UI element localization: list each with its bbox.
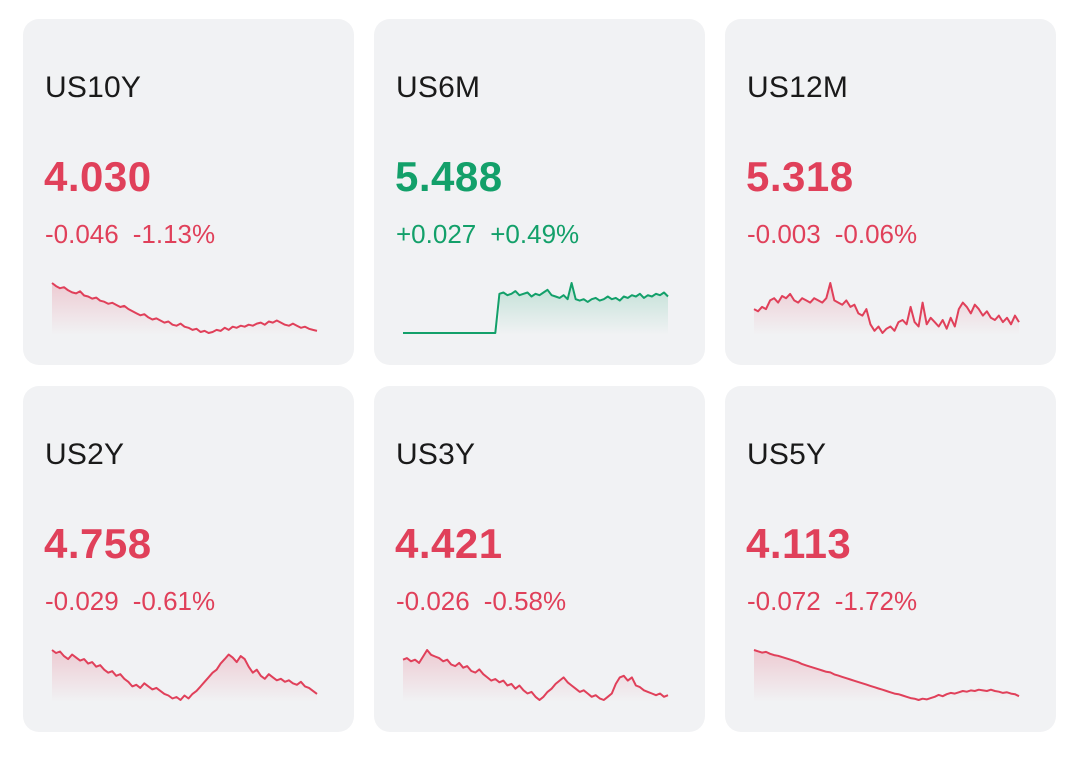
sparkline-chart [753,649,1020,702]
ticker-change: +0.027 [396,219,477,249]
ticker-card-us12m[interactable]: US12M 5.318 -0.003 -0.06% [725,19,1056,365]
ticker-change-row: -0.072 -1.72% [747,586,917,617]
ticker-change-pct: -0.06% [834,219,918,249]
ticker-symbol: US2Y [45,438,125,471]
ticker-symbol: US6M [396,71,481,104]
ticker-change-pct: -1.72% [834,586,918,616]
ticker-grid: US10Y 4.030 -0.046 -1.13% US6M 5.488 +0.0… [23,19,1056,732]
ticker-change-row: +0.027 +0.49% [396,219,579,250]
ticker-change-pct: +0.49% [490,219,580,249]
ticker-price: 5.488 [395,153,503,200]
ticker-change-row: -0.026 -0.58% [396,586,566,617]
sparkline-chart [51,649,318,702]
sparkline-area [52,650,317,702]
ticker-card-us5y[interactable]: US5Y 4.113 -0.072 -1.72% [725,386,1056,732]
ticker-card-us3y[interactable]: US3Y 4.421 -0.026 -0.58% [374,386,705,732]
sparkline-chart [402,649,669,702]
ticker-price: 5.318 [746,153,854,200]
ticker-change-pct: -1.13% [132,219,216,249]
ticker-change-row: -0.046 -1.13% [45,219,215,250]
sparkline-line [51,649,318,701]
ticker-price: 4.758 [44,520,152,567]
ticker-symbol: US10Y [45,71,142,104]
ticker-change-row: -0.003 -0.06% [747,219,917,250]
sparkline-area [754,283,1019,335]
sparkline-line [402,649,669,701]
sparkline-area [754,650,1019,702]
ticker-change: -0.072 [747,586,821,616]
ticker-card-us2y[interactable]: US2Y 4.758 -0.029 -0.61% [23,386,354,732]
ticker-change: -0.029 [45,586,119,616]
ticker-change-pct: -0.61% [132,586,216,616]
ticker-price: 4.421 [395,520,503,567]
ticker-card-us10y[interactable]: US10Y 4.030 -0.046 -1.13% [23,19,354,365]
sparkline-line [403,282,669,334]
sparkline-area [52,283,317,335]
sparkline-chart [403,282,669,335]
sparkline-chart [753,282,1020,335]
ticker-card-us6m[interactable]: US6M 5.488 +0.027 +0.49% [374,19,705,365]
sparkline-line [753,649,1020,701]
sparkline-line [51,282,318,334]
ticker-change: -0.003 [747,219,821,249]
sparkline-area [499,283,668,335]
sparkline-chart [51,282,318,335]
ticker-change: -0.046 [45,219,119,249]
ticker-change: -0.026 [396,586,470,616]
ticker-change-row: -0.029 -0.61% [45,586,215,617]
ticker-symbol: US12M [747,71,849,104]
ticker-price: 4.030 [44,153,152,200]
ticker-symbol: US5Y [747,438,827,471]
sparkline-area [403,650,668,702]
ticker-change-pct: -0.58% [483,586,567,616]
ticker-price: 4.113 [746,520,852,567]
ticker-symbol: US3Y [396,438,476,471]
sparkline-line [753,282,1020,334]
